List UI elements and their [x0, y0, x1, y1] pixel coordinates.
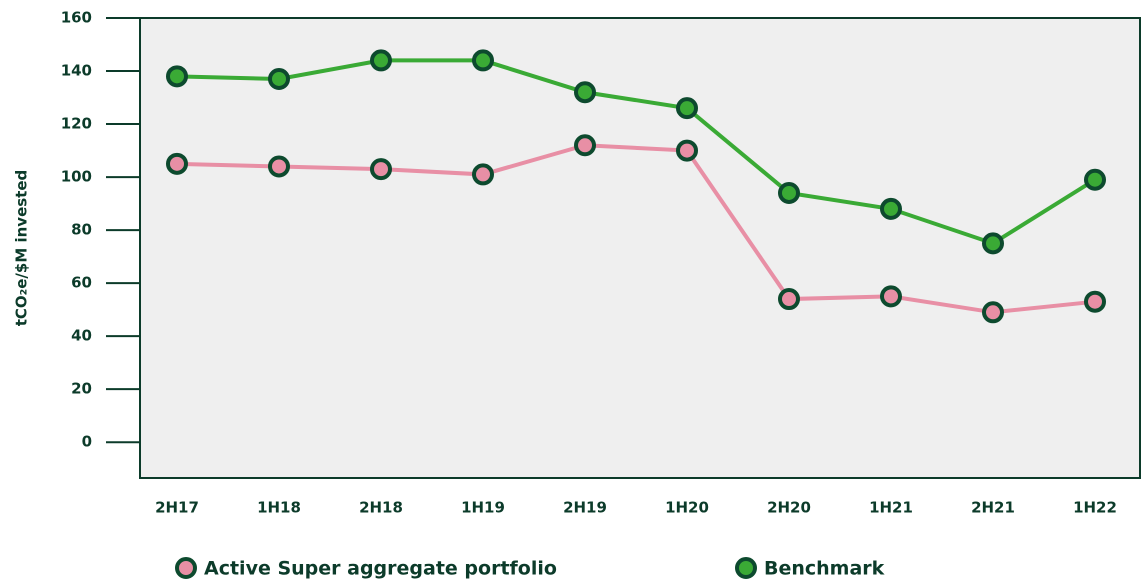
series-line	[176, 58, 1097, 246]
data-point	[778, 288, 800, 311]
plot-area	[139, 17, 1141, 479]
data-point	[166, 152, 188, 175]
y-tick-label: 100	[61, 168, 92, 186]
x-tick-label: 1H22	[1073, 499, 1117, 517]
data-point	[880, 197, 902, 220]
y-tick-label: 20	[71, 380, 92, 398]
legend-marker	[735, 557, 757, 579]
legend: Active Super aggregate portfolio Benchmar…	[175, 557, 885, 580]
x-tick-label: 2H19	[563, 499, 607, 517]
y-tick-label: 60	[71, 274, 92, 292]
data-point	[574, 81, 596, 104]
x-tick-label: 1H21	[869, 499, 913, 517]
data-point	[880, 285, 902, 308]
data-point	[1084, 168, 1106, 191]
legend-marker	[175, 557, 197, 579]
legend-label: Benchmark	[764, 558, 885, 580]
data-point	[472, 163, 494, 186]
data-point	[676, 97, 698, 120]
data-point	[676, 139, 698, 162]
data-point	[166, 65, 188, 88]
data-point	[778, 181, 800, 204]
y-tick-label: 40	[71, 327, 92, 345]
y-axis-label: tCO₂e/$M invested	[13, 170, 31, 327]
data-point	[1084, 290, 1106, 313]
y-tick-label: 140	[61, 62, 92, 80]
y-tick-label: 80	[71, 221, 92, 239]
legend-label: Active Super aggregate portfolio	[204, 558, 557, 580]
data-point	[268, 155, 290, 178]
x-tick-label: 2H20	[767, 499, 811, 517]
x-tick-label: 2H21	[971, 499, 1015, 517]
data-point	[472, 49, 494, 72]
y-tick-label: 160	[61, 9, 92, 27]
x-tick-label: 2H17	[155, 499, 199, 517]
y-tick-label: 120	[61, 115, 92, 133]
x-tick-label: 1H20	[665, 499, 709, 517]
data-point	[370, 49, 392, 72]
x-tick-label: 1H18	[257, 499, 301, 517]
data-point	[982, 232, 1004, 255]
series-line	[176, 143, 1096, 315]
x-tick-label: 2H18	[359, 499, 403, 517]
y-tick-label: 0	[82, 433, 92, 451]
data-point	[268, 67, 290, 90]
x-tick-label: 1H19	[461, 499, 505, 517]
data-point	[370, 158, 392, 181]
data-point	[982, 301, 1004, 324]
data-point	[574, 134, 596, 157]
